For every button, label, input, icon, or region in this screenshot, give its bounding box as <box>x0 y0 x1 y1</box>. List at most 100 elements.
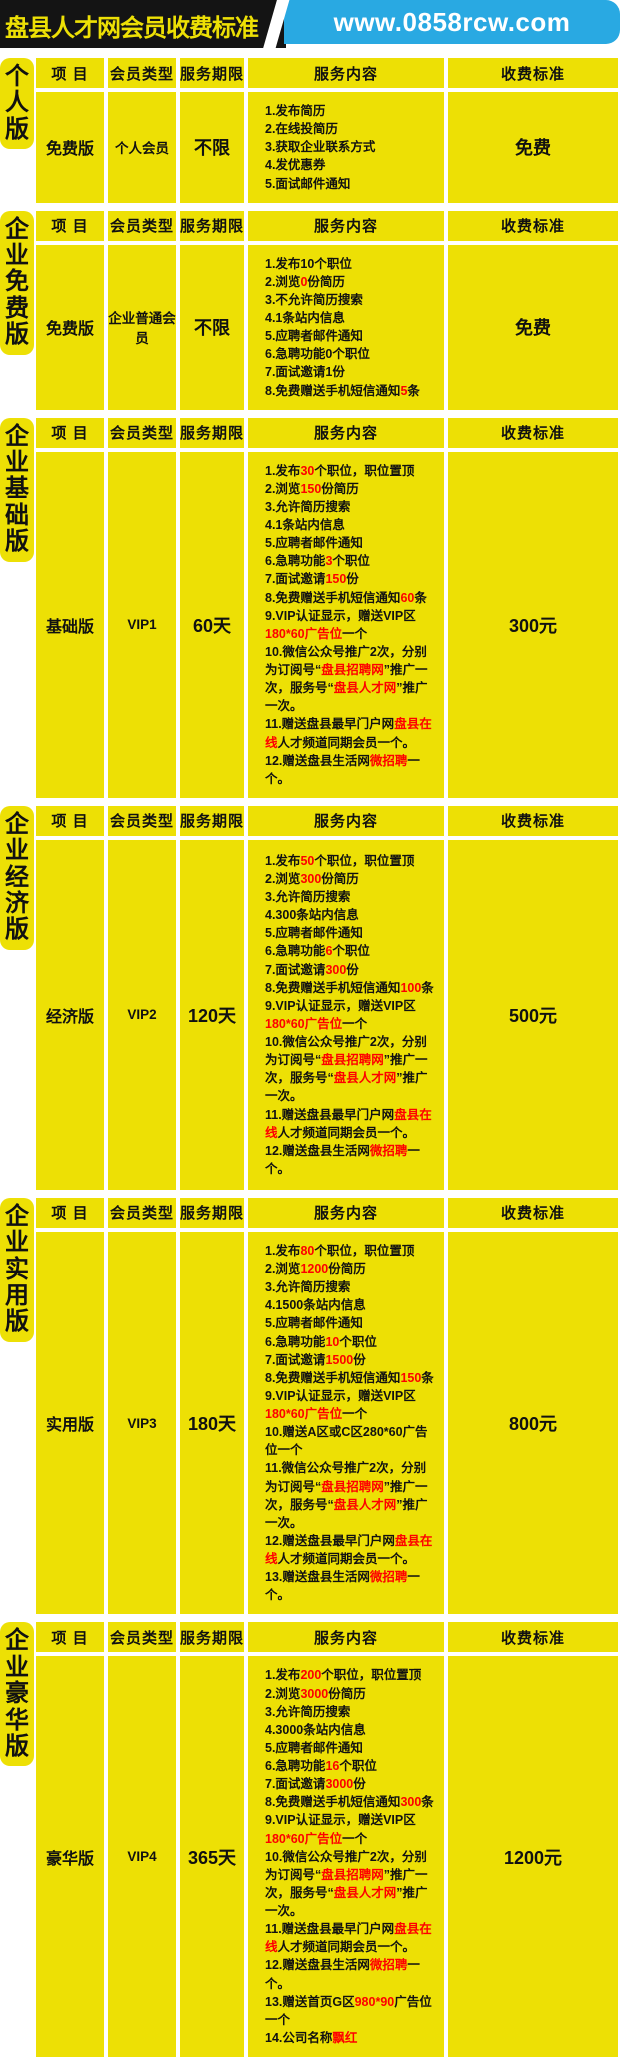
service-text: 6.急聘功能 <box>265 1759 326 1773</box>
service-text: 2.浏览 <box>265 1686 301 1701</box>
service-item: 1.发布80个职位，职位置顶 <box>265 1242 438 1260</box>
service-item: 6.急聘功能16个职位 <box>265 1757 438 1775</box>
service-text: 条 <box>421 1795 434 1810</box>
service-text: 个职位 <box>339 1334 377 1349</box>
side-label-char: 企 <box>5 215 29 243</box>
service-text: 条 <box>407 383 420 398</box>
service-text: ”推广一次。 <box>265 1071 428 1104</box>
side-label-char: 业 <box>5 1653 29 1681</box>
service-item: 3.允许简历搜索 <box>265 1278 438 1296</box>
side-label-char: 企 <box>5 1202 29 1230</box>
side-label-char: 业 <box>5 837 29 865</box>
service-text: 人才频道同期会员一个。 <box>277 1552 416 1566</box>
side-label-char: 版 <box>5 115 29 143</box>
highlight-red: 50 <box>300 853 315 868</box>
service-text: 条 <box>421 980 434 995</box>
section-side-label: 企业免费版 <box>0 210 34 355</box>
service-text: 3.不允许简历搜索 <box>265 292 363 307</box>
service-text: 10.微信公众号推广2次，分别为订阅号“ <box>265 1035 427 1068</box>
service-text: 份简历 <box>328 1262 366 1276</box>
service-text: 3.获取企业联系方式 <box>265 140 376 155</box>
col-header-price: 收费标准 <box>448 58 618 88</box>
service-text: 1.发布10个职位 <box>265 256 352 271</box>
service-period-cell: 不限 <box>180 92 244 203</box>
highlight-red: 微招聘 <box>369 753 408 768</box>
service-text: 3.允许简历搜索 <box>265 890 351 904</box>
col-header-price: 收费标准 <box>448 210 618 241</box>
highlight-red: 微招聘 <box>369 1958 408 1973</box>
service-item: 7.面试邀请300份 <box>265 961 438 979</box>
pricing-table: 项 目 会员类型 服务期限 服务内容 收费标准 免费版 企业普通会员 不限 1.… <box>36 210 618 410</box>
plan-name-cell: 免费版 <box>36 244 104 410</box>
service-text: 1.发布 <box>265 463 301 478</box>
service-item: 8.免费赠送手机短信通知300条 <box>265 1793 438 1811</box>
services-cell: 1.发布10个职位 2.浏览0份简历 3.不允许简历搜索 4.1条站内信息 5.应聘者邮… <box>248 244 444 410</box>
service-text: 3.允许简历搜索 <box>265 1704 351 1719</box>
highlight-red: 盘县人才网 <box>333 1497 397 1512</box>
col-header-period: 服务期限 <box>180 1197 244 1228</box>
service-text: ”推广一次，服务号“ <box>265 1479 428 1512</box>
highlight-red: 1200 <box>300 1262 329 1276</box>
service-text: 4.1条站内信息 <box>265 311 345 325</box>
pricing-section: 企业经济版 项 目 会员类型 服务期限 服务内容 收费标准 经济版 VIP2 1… <box>0 805 618 1190</box>
service-item: 1.发布30个职位，职位置顶 <box>265 462 438 480</box>
highlight-red: 0 <box>300 274 308 289</box>
services-cell: 1.发布200个职位，职位置顶 2.浏览3000份简历 3.允许简历搜索 4.3000… <box>248 1656 444 2057</box>
highlight-red: 盘县招聘网 <box>321 663 384 677</box>
highlight-red: 3000 <box>325 1777 354 1792</box>
pricing-section: 企业实用版 项 目 会员类型 服务期限 服务内容 收费标准 实用版 VIP3 1… <box>0 1197 618 1615</box>
service-text: 一个。 <box>265 1143 420 1176</box>
service-text: 5.面试邮件通知 <box>265 176 351 191</box>
side-label-char: 免 <box>5 268 29 296</box>
member-type-cell: VIP1 <box>108 451 176 798</box>
service-item: 10.微信公众号推广2次，分别为订阅号“盘县招聘网”推广一次，服务号“盘县人才网… <box>265 1033 438 1106</box>
service-text: 份简历 <box>328 1686 366 1701</box>
price-cell: 免费 <box>448 92 618 203</box>
col-header-price: 收费标准 <box>448 1197 618 1228</box>
services-list: 1.发布10个职位 2.浏览0份简历 3.不允许简历搜索 4.1条站内信息 5.应聘者邮… <box>248 255 420 400</box>
member-type-cell: VIP2 <box>108 839 176 1190</box>
col-header-item: 项 目 <box>36 417 104 448</box>
plan-name-cell: 免费版 <box>36 92 104 203</box>
highlight-red: 6 <box>325 944 333 959</box>
section-side-label: 个人版 <box>0 58 34 150</box>
col-header-services: 服务内容 <box>248 58 444 88</box>
service-item: 2.浏览150份简历 <box>265 480 438 498</box>
member-type-cell: VIP3 <box>108 1231 176 1615</box>
service-text: ”推广一次，服务号“ <box>265 663 428 696</box>
member-type-cell: 企业普通会员 <box>108 244 176 410</box>
pricing-table: 项 目 会员类型 服务期限 服务内容 收费标准 经济版 VIP2 120天 1.… <box>36 805 618 1190</box>
service-item: 3.允许简历搜索 <box>265 1703 438 1721</box>
services-cell: 1.发布简历 2.在线投简历 3.获取企业联系方式 4.发优惠券 5.面试邮件通知 <box>248 92 444 203</box>
col-header-member-type: 会员类型 <box>108 805 176 836</box>
service-text: 8.免费赠送手机短信通知 <box>265 1370 401 1385</box>
highlight-red: 150 <box>400 1370 422 1385</box>
service-item: 9.VIP认证显示，赠送VIP区 180*60广告位一个 <box>265 1387 438 1423</box>
side-label-char: 业 <box>5 449 29 477</box>
highlight-red: 300 <box>325 962 347 977</box>
service-item: 8.免费赠送手机短信通知100条 <box>265 979 438 997</box>
highlight-red: 30 <box>300 463 315 478</box>
service-item: 11.赠送盘县最早门户网盘县在线人才频道同期会员一个。 <box>265 1920 438 1956</box>
service-text: 一个 <box>342 1831 368 1846</box>
service-text: 10.赠送A区或C区280*60广告位一个 <box>265 1425 428 1458</box>
service-item: 5.应聘者邮件通知 <box>265 534 438 552</box>
service-item: 12.赠送盘县生活网微招聘一个。 <box>265 752 438 788</box>
service-item: 2.浏览1200份简历 <box>265 1260 438 1278</box>
services-cell: 1.发布80个职位，职位置顶 2.浏览1200份简历 3.允许简历搜索 4.1500条… <box>248 1231 444 1615</box>
highlight-red: 200 <box>300 1668 322 1683</box>
service-item: 12.赠送盘县生活网微招聘一个。 <box>265 1142 438 1178</box>
pricing-table: 项 目 会员类型 服务期限 服务内容 收费标准 实用版 VIP3 180天 1.… <box>36 1197 618 1615</box>
plan-name-cell: 豪华版 <box>36 1656 104 2057</box>
side-label-char: 业 <box>5 242 29 270</box>
highlight-red: 180*60广告位 <box>265 1407 343 1421</box>
highlight-red: 盘县招聘网 <box>321 1867 384 1882</box>
service-text: 份简历 <box>321 871 359 886</box>
side-label-char: 础 <box>5 501 29 529</box>
highlight-red: 盘县人才网 <box>333 1885 397 1900</box>
service-item: 2.浏览3000份简历 <box>265 1685 438 1703</box>
service-text: 8.免费赠送手机短信通知 <box>265 590 401 605</box>
services-list: 1.发布简历 2.在线投简历 3.获取企业联系方式 4.发优惠券 5.面试邮件通知 <box>248 102 375 193</box>
service-item: 1.发布50个职位，职位置顶 <box>265 852 438 870</box>
side-label-char: 人 <box>5 89 29 117</box>
